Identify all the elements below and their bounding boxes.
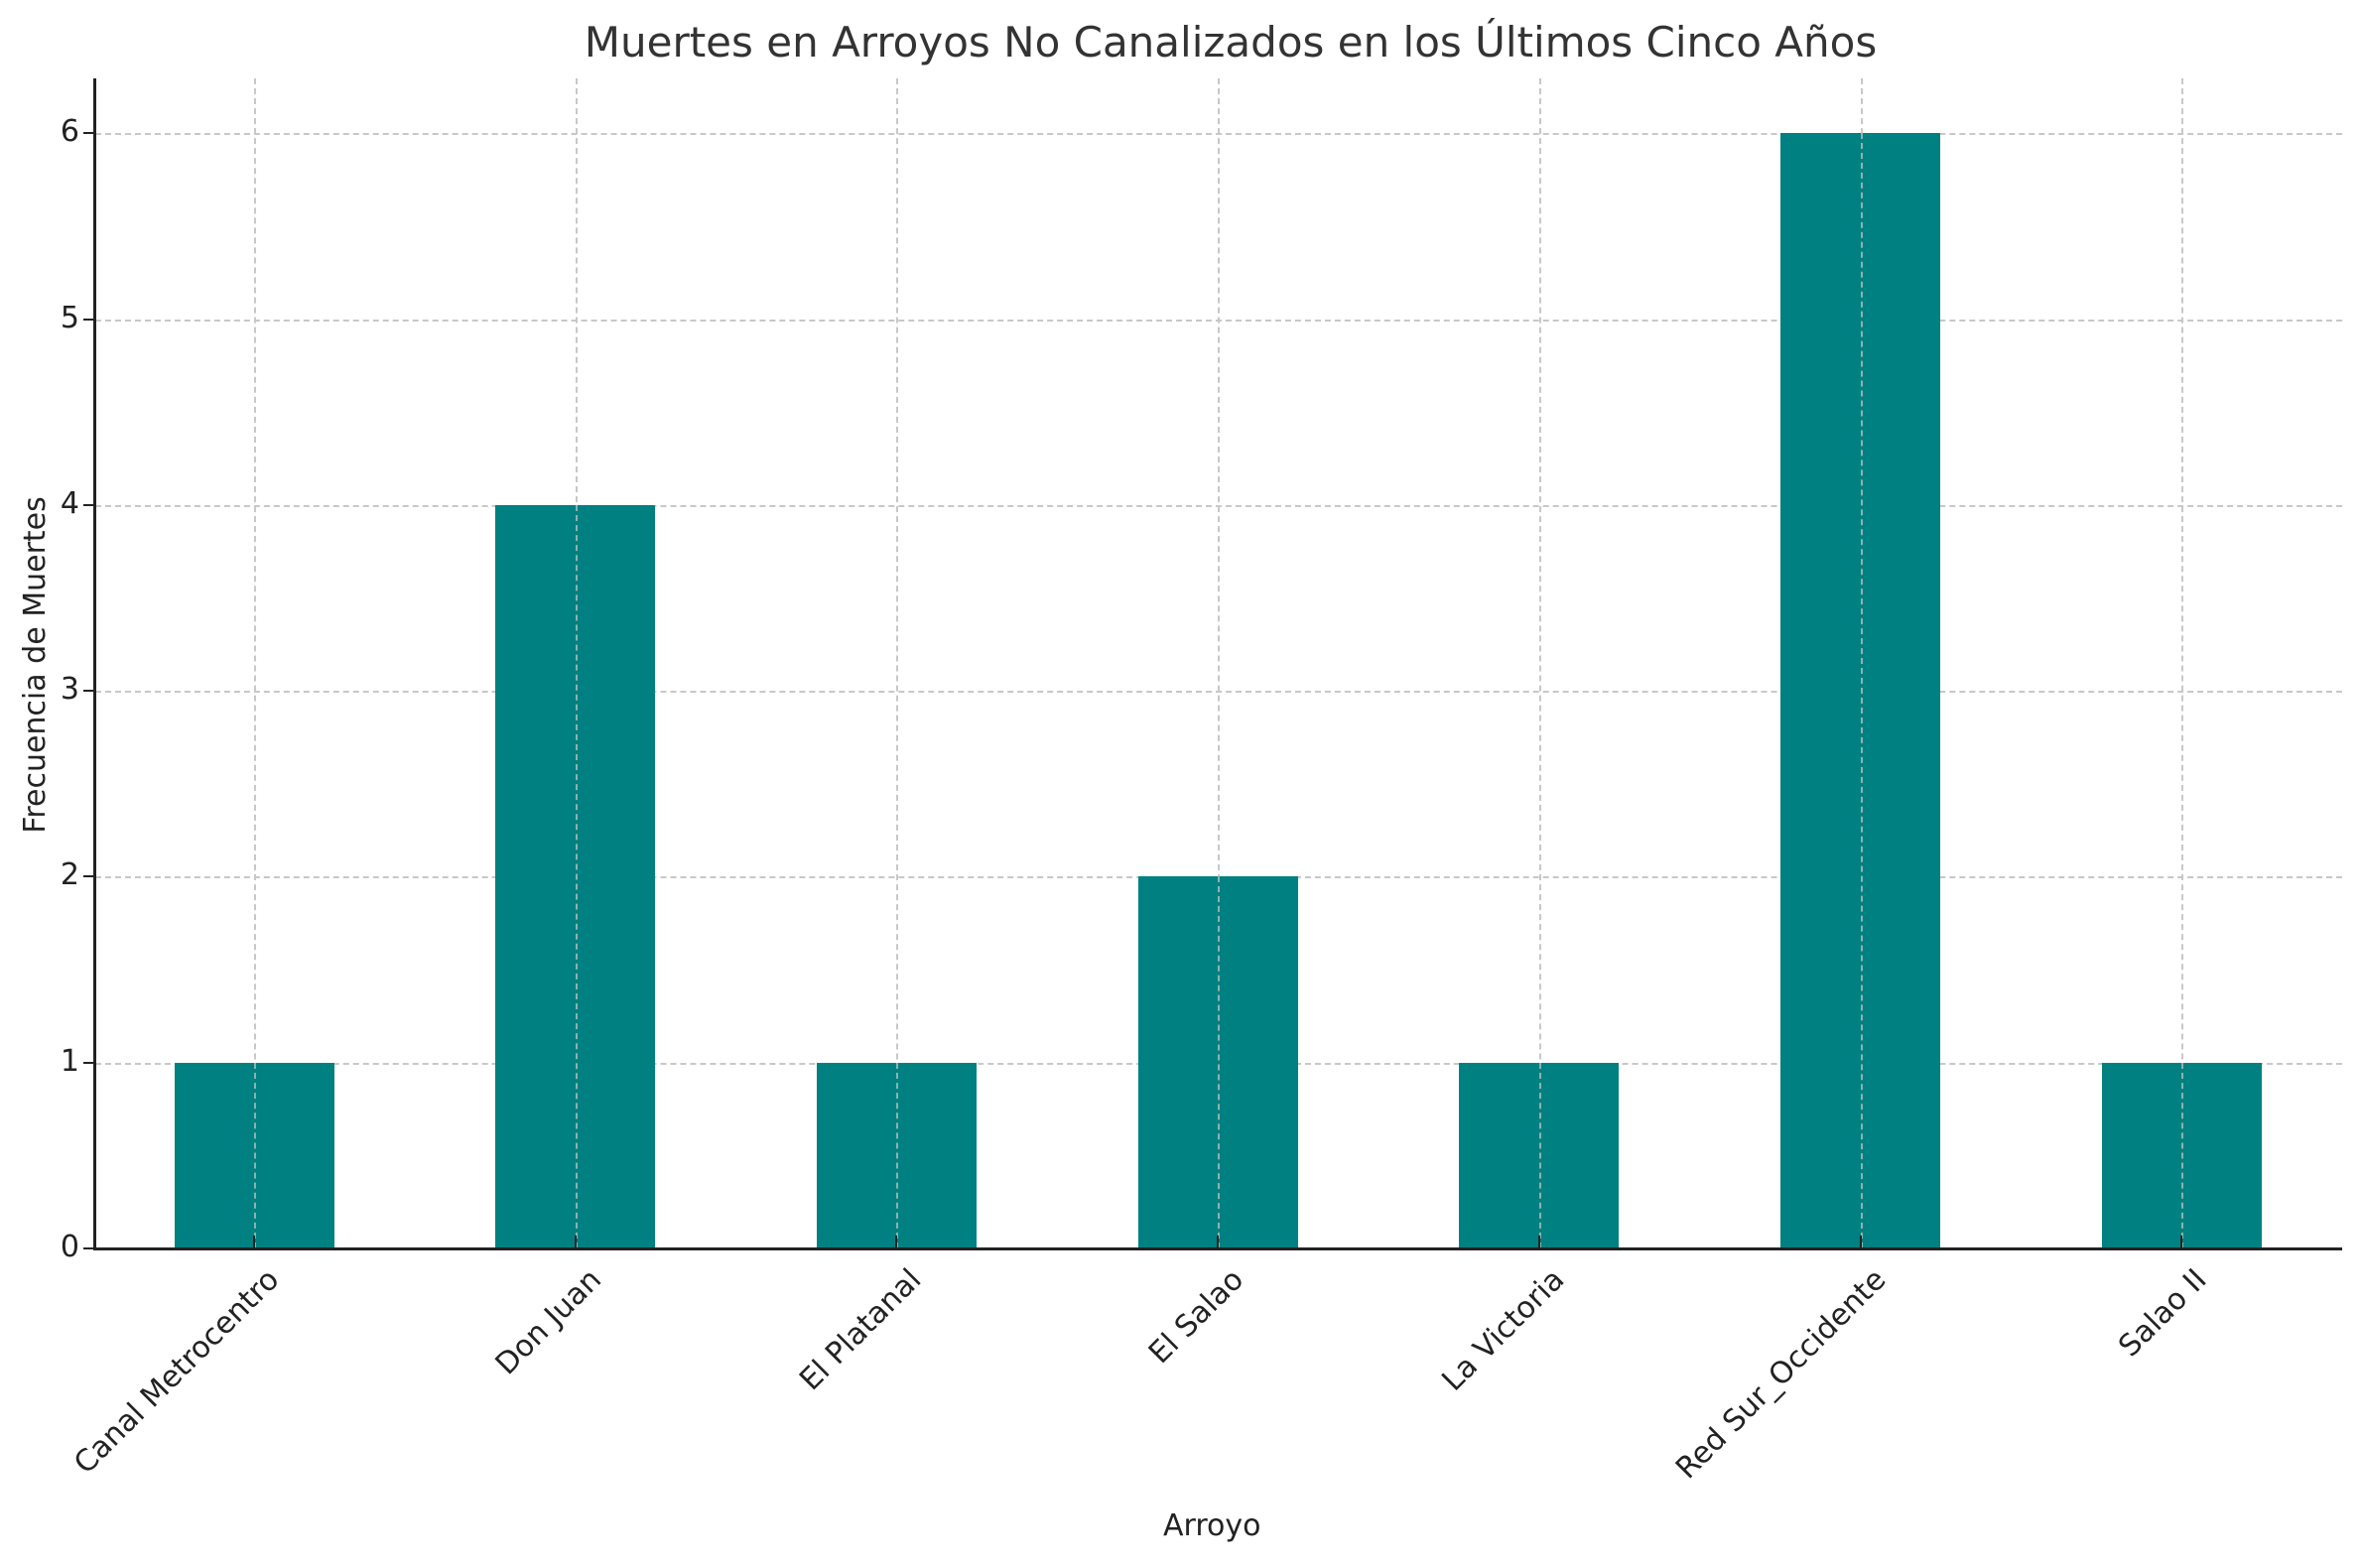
x-tick-label: La Victoria [1435,1262,1572,1398]
y-axis-line [93,78,96,1250]
x-tick-mark [2180,1236,2183,1247]
x-axis-title: Arroyo [1163,1508,1261,1543]
bar-el-platanal [816,1062,977,1248]
y-tick-mark [83,690,93,693]
v-gridline [896,78,899,1248]
bar-gridline [1218,876,1221,1248]
x-axis-line [93,1247,2342,1250]
x-tick-label: El Platanal [793,1262,929,1398]
y-tick-mark [83,1247,93,1249]
y-tick-label: 4 [60,485,79,521]
bar-salao-ii [2101,1062,2262,1248]
x-tick-mark [253,1236,255,1247]
bar-el-salao [1137,876,1298,1248]
y-tick-label: 0 [60,1230,79,1264]
y-tick-label: 5 [60,300,79,335]
x-tick-mark [574,1236,577,1247]
y-tick-label: 3 [60,672,79,708]
bar-gridline [1860,133,1863,1248]
y-tick-mark [83,875,93,878]
bar-gridline [2181,1062,2184,1248]
chart-title: Muertes en Arroyos No Canalizados en los… [584,18,1878,66]
x-tick-label: Salao II [2112,1262,2214,1365]
x-tick-mark [1537,1236,1540,1247]
bar-la-victoria [1459,1062,1620,1248]
bar-canal-metrocentro [174,1062,334,1248]
x-tick-label: Red Sur_Occidente [1668,1262,1893,1487]
bar-red-sur-occidente [1780,133,1940,1248]
y-tick-label: 1 [60,1043,79,1079]
v-gridline [2181,78,2184,1248]
bar-don-juan [495,504,656,1248]
y-tick-mark [83,503,93,506]
x-tick-mark [895,1236,898,1247]
y-tick-mark [83,1061,93,1064]
v-gridline [1538,78,1541,1248]
y-tick-mark [83,132,93,135]
bar-gridline [1538,1062,1541,1248]
y-axis-title: Frecuencia de Muertes [18,496,53,834]
x-tick-label: Canal Metrocentro [66,1262,287,1482]
bar-gridline [254,1062,256,1248]
y-tick-mark [83,318,93,321]
bar-gridline [575,504,578,1248]
y-tick-label: 2 [60,857,79,893]
bar-gridline [896,1062,899,1248]
x-tick-mark [1217,1236,1220,1247]
x-tick-label: El Salao [1142,1262,1251,1372]
x-tick-mark [1859,1236,1862,1247]
v-gridline [1218,78,1221,1248]
x-tick-label: Don Juan [488,1262,608,1382]
v-gridline [254,78,256,1248]
y-tick-label: 6 [60,114,79,150]
